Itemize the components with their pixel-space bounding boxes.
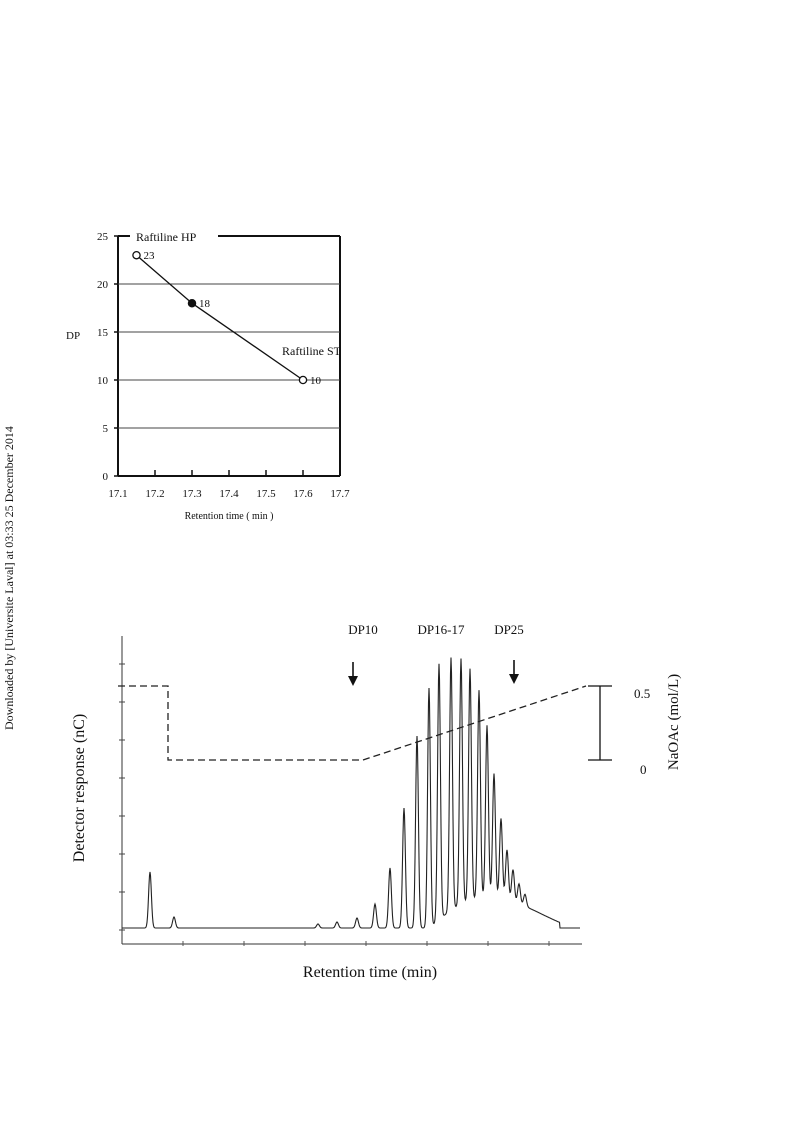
dp-x-tick-label: 17.5 [256, 488, 276, 500]
dp-x-axis-label: Retention time ( min ) [185, 511, 274, 522]
dp-y-axis-label: DP [66, 330, 80, 342]
chromatogram-x-ticks [182, 941, 550, 946]
dp-x-tick-label: 17.1 [108, 488, 127, 500]
detector-trace [122, 657, 580, 929]
naoac-gradient-line [118, 685, 587, 761]
dp-point [298, 375, 308, 385]
dp-point-label: 23 [144, 250, 156, 262]
naoac-tick-low: 0 [640, 762, 647, 777]
arrow-dp10 [348, 662, 358, 686]
dp-y-tick-label: 10 [97, 375, 109, 387]
dp-x-tick-label: 17.3 [182, 488, 202, 500]
dp-x-tick-label: 17.7 [330, 488, 350, 500]
chromatogram: 0.5 0 NaOAc (mol/L) Detector response (n… [71, 622, 682, 981]
dp-y-tick-label: 15 [97, 327, 109, 339]
dp-point-label: 10 [310, 375, 322, 387]
dp-x-tick-label: 17.4 [219, 488, 239, 500]
annotation-raftiline-st: Raftiline ST [282, 344, 342, 358]
dp-point-label: 18 [199, 298, 211, 310]
dp-y-tick-label: 25 [97, 231, 109, 243]
dp-trend-line [136, 254, 304, 381]
dp-x-tick-label: 17.6 [293, 488, 313, 500]
peak-label-dp10: DP10 [348, 622, 378, 637]
chromatogram-y-ticks [119, 663, 125, 931]
dp-y-tick-label: 20 [97, 279, 109, 291]
naoac-axis-label: NaOAc (mol/L) [666, 674, 682, 770]
detector-response-label: Detector response (nC) [71, 714, 88, 862]
dp-y-tick-label: 0 [103, 471, 109, 483]
peak-label-dp16-17: DP16-17 [418, 622, 465, 637]
dp-x-tick-label: 17.2 [145, 488, 164, 500]
dp-y-tick-label: 5 [103, 423, 109, 435]
dp-point [187, 298, 197, 308]
naoac-tick-high: 0.5 [634, 686, 650, 701]
arrow-dp25 [509, 660, 519, 684]
peak-label-dp25: DP25 [494, 622, 524, 637]
chromatogram-x-axis-label: Retention time (min) [303, 964, 437, 981]
dp-point [132, 250, 141, 260]
annotation-raftiline-hp: Raftiline HP [136, 230, 197, 244]
